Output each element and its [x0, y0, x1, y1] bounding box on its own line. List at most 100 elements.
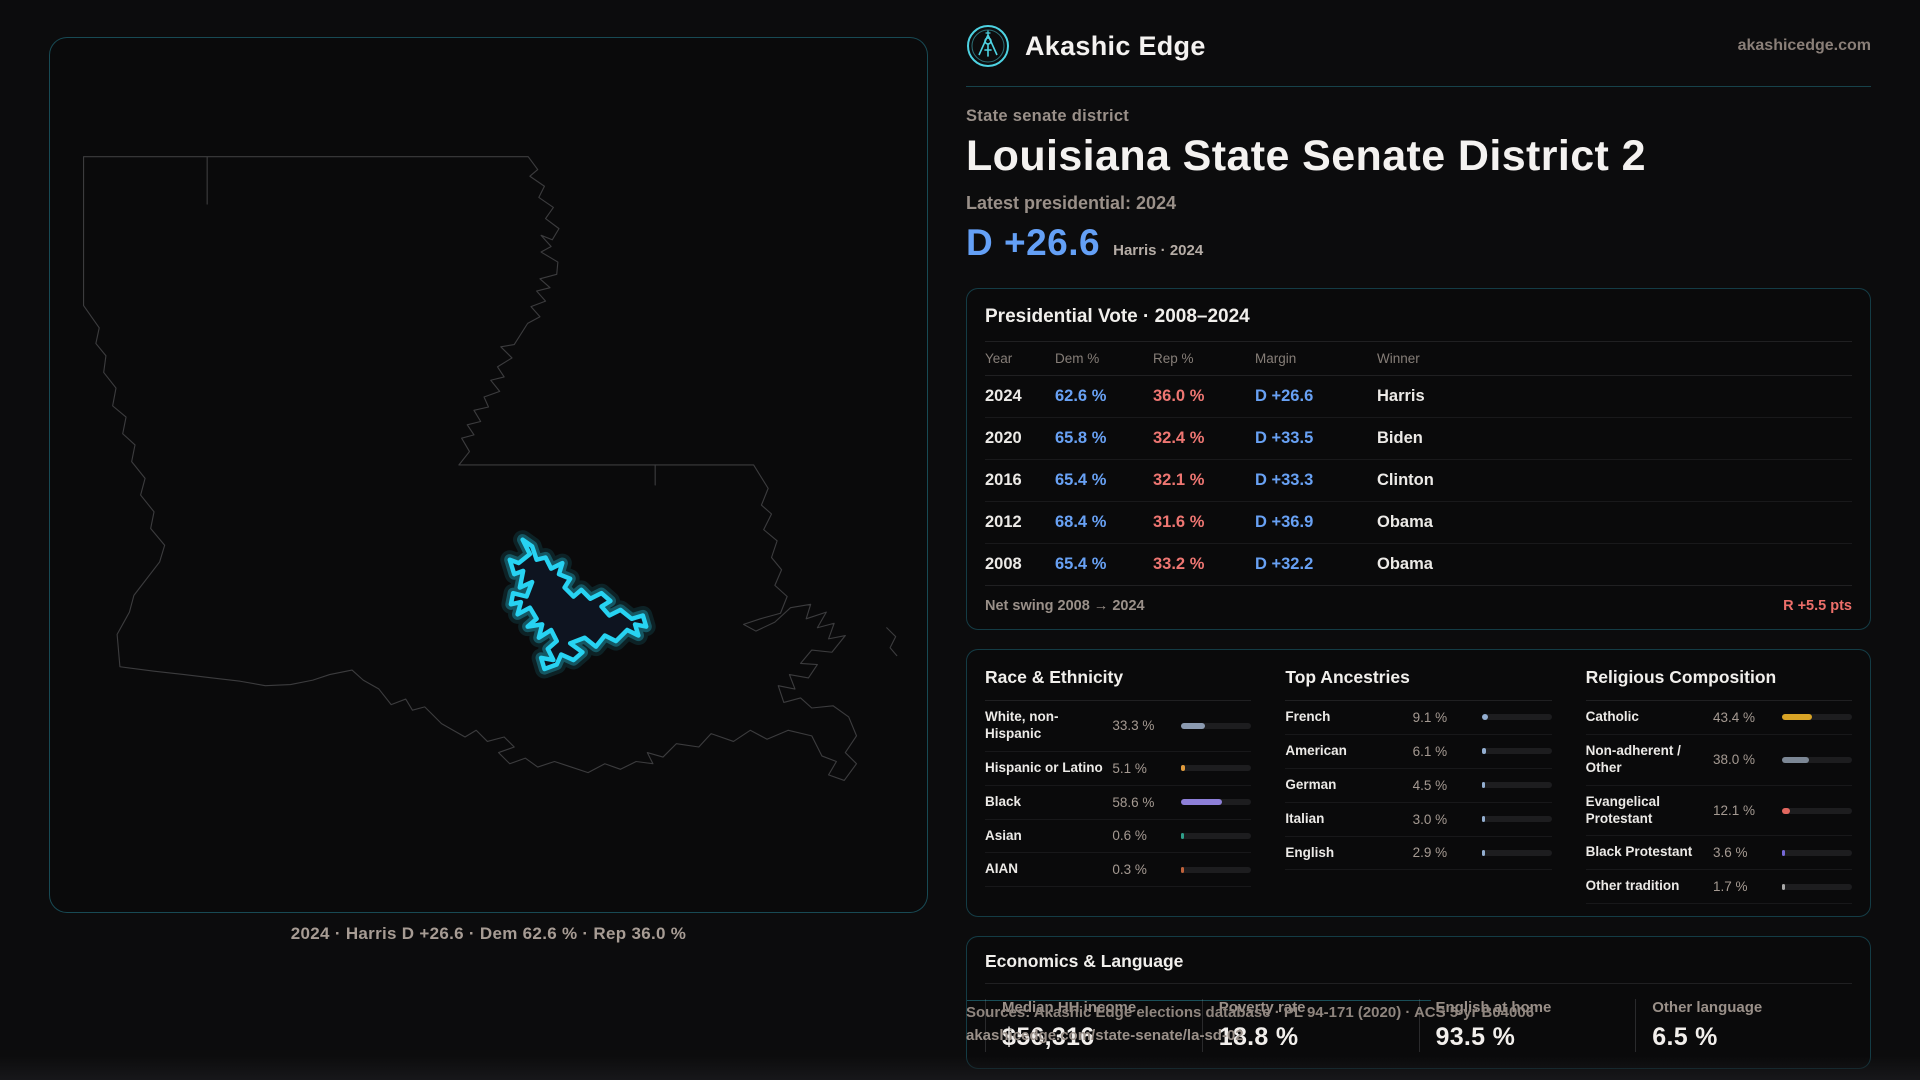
stat-value: 58.6 % [1112, 794, 1155, 810]
cell-margin: D +32.2 [1255, 555, 1314, 573]
stat-bar [1481, 782, 1552, 789]
presidential-vote-card: Presidential Vote · 2008–2024 Year Dem % R… [966, 288, 1871, 630]
brand: Akashic Edge [966, 24, 1206, 68]
sources-line: Sources: Akashic Edge elections database… [966, 1004, 1535, 1021]
cell-margin: D +26.6 [1255, 387, 1314, 405]
cell-dem-pct: 62.6 % [1055, 387, 1107, 405]
demographics-card: Race & Ethnicity White, non-Hispanic 33.… [966, 649, 1871, 918]
cell-dem-pct: 68.4 % [1055, 513, 1107, 531]
cell-rep-pct: 36.0 % [1153, 387, 1205, 405]
religion-rows: Catholic 43.4 % Non-adherent / Other 38.… [1585, 701, 1852, 905]
column-header: Winner [1377, 351, 1420, 366]
religious-composition-section: Religious Composition Catholic 43.4 % No… [1585, 667, 1852, 905]
table-row: 2016 65.4 % 32.1 % D +33.3 Clinton [985, 460, 1852, 502]
cell-winner: Harris [1377, 387, 1425, 405]
religious-composition-title: Religious Composition [1585, 667, 1852, 701]
stat-bar [1782, 807, 1852, 814]
cell-dem-pct: 65.4 % [1055, 555, 1107, 573]
table-row: 2008 65.4 % 33.2 % D +32.2 Obama [985, 544, 1852, 585]
cell-rep-pct: 31.6 % [1153, 513, 1205, 531]
stat-row: AIAN 0.3 % [985, 853, 1252, 888]
race-ethnicity-title: Race & Ethnicity [985, 667, 1252, 701]
economics-stats: Median HH income $56,316 Poverty rate 18… [985, 999, 1852, 1053]
cell-year: 2024 [985, 387, 1022, 405]
stat-bar [1782, 883, 1852, 890]
cell-rep-pct: 32.4 % [1153, 429, 1205, 447]
stat-value: 0.6 % [1112, 828, 1147, 844]
stat-value: 0.3 % [1112, 862, 1147, 878]
economic-stat: Poverty rate 18.8 % [1201, 999, 1419, 1053]
economic-stat-value: $56,316 [1002, 1023, 1095, 1052]
permalink[interactable]: akashicedge.com/state-senate/la-sd-02 [966, 1027, 1244, 1044]
stat-label: Black [985, 793, 1022, 809]
top-ancestries-title: Top Ancestries [1285, 667, 1552, 701]
net-swing-label: Net swing 2008 → 2024 [985, 598, 1145, 614]
akashic-edge-logo-icon [967, 25, 1009, 67]
cell-year: 2020 [985, 429, 1022, 447]
column-header: Rep % [1153, 351, 1194, 366]
economic-stat-value: 18.8 % [1218, 1023, 1299, 1052]
column-header: Year [985, 351, 1013, 366]
table-row: 2024 62.6 % 36.0 % D +26.6 Harris [985, 376, 1852, 418]
stat-row: Asian 0.6 % [985, 820, 1252, 854]
stat-value: 1.7 % [1713, 879, 1748, 895]
stat-value: 6.1 % [1412, 743, 1448, 759]
coastal-fragment [886, 627, 898, 657]
stat-label: Evangelical Protestant [1585, 793, 1660, 826]
stat-label: Italian [1285, 810, 1325, 826]
district-shape[interactable] [507, 537, 649, 672]
ancestry-rows: French 9.1 % American 6.1 % German 4.5 % [1285, 701, 1552, 871]
cell-year: 2012 [985, 513, 1022, 531]
table-body: 2024 62.6 % 36.0 % D +26.6 Harris 2020 6… [985, 376, 1852, 585]
stat-bar [1181, 722, 1252, 729]
cell-winner: Biden [1377, 429, 1423, 447]
stat-row: Non-adherent / Other 38.0 % [1585, 735, 1852, 786]
economic-stat: Median HH income $56,316 [985, 999, 1202, 1053]
top-ancestries-section: Top Ancestries French 9.1 % American 6.1… [1285, 667, 1552, 904]
headline-margin-context: Harris · 2024 [1113, 242, 1204, 259]
brand-domain-link[interactable]: akashicedge.com [1737, 37, 1871, 54]
stat-value: 43.4 % [1713, 709, 1756, 725]
footer: Sources: Akashic Edge elections database… [966, 1004, 1534, 1044]
race-rows: White, non-Hispanic 33.3 % Hispanic or L… [985, 701, 1252, 888]
header-bar: Akashic Edge akashicedge.com [966, 24, 1871, 87]
stat-value: 3.6 % [1713, 845, 1748, 861]
brand-name: Akashic Edge [1025, 30, 1206, 61]
stat-value: 38.0 % [1713, 752, 1756, 768]
page-title: Louisiana State Senate District 2 [966, 132, 1646, 180]
presidential-vote-title: Presidential Vote · 2008–2024 [985, 306, 1250, 327]
stat-label: Hispanic or Latino [985, 759, 1103, 775]
economic-stat-label: Poverty rate [1218, 999, 1306, 1017]
economic-stat-value: 93.5 % [1435, 1023, 1516, 1052]
detail-panel: Akashic Edge akashicedge.com State senat… [966, 24, 1871, 1070]
economic-stat-label: Median HH income [1002, 999, 1137, 1017]
stat-bar [1782, 756, 1852, 763]
stat-row: Italian 3.0 % [1285, 803, 1552, 837]
stat-bar [1181, 799, 1252, 806]
economic-stat: English at home 93.5 % [1418, 999, 1636, 1053]
table-row: 2012 68.4 % 31.6 % D +36.9 Obama [985, 502, 1852, 544]
stat-label: Asian [985, 827, 1022, 843]
stat-label: Non-adherent / Other [1585, 742, 1681, 775]
stat-bar [1481, 748, 1552, 755]
stat-bar [1481, 816, 1552, 823]
column-header: Margin [1255, 351, 1297, 366]
cell-margin: D +33.5 [1255, 429, 1314, 447]
stat-row: White, non-Hispanic 33.3 % [985, 701, 1252, 752]
net-swing-value: R +5.5 pts [1783, 598, 1852, 614]
cell-winner: Clinton [1377, 471, 1434, 489]
stat-label: French [1285, 709, 1331, 724]
stat-row: Catholic 43.4 % [1585, 701, 1852, 735]
district-type-label: State senate district [966, 107, 1130, 125]
cell-year: 2016 [985, 471, 1022, 489]
economic-stat-label: English at home [1435, 999, 1552, 1017]
stat-bar [1782, 714, 1852, 721]
stat-label: Other tradition [1585, 878, 1680, 894]
stat-label: Black Protestant [1585, 844, 1693, 860]
map-caption: 2024 · Harris D +26.6 · Dem 62.6 % · Rep… [290, 924, 687, 943]
economic-stat: Other language 6.5 % [1635, 999, 1852, 1053]
stat-label: Catholic [1585, 709, 1639, 724]
economic-stat-value: 6.5 % [1652, 1023, 1718, 1052]
table-row: 2020 65.8 % 32.4 % D +33.5 Biden [985, 418, 1852, 460]
cell-margin: D +33.3 [1255, 471, 1314, 489]
